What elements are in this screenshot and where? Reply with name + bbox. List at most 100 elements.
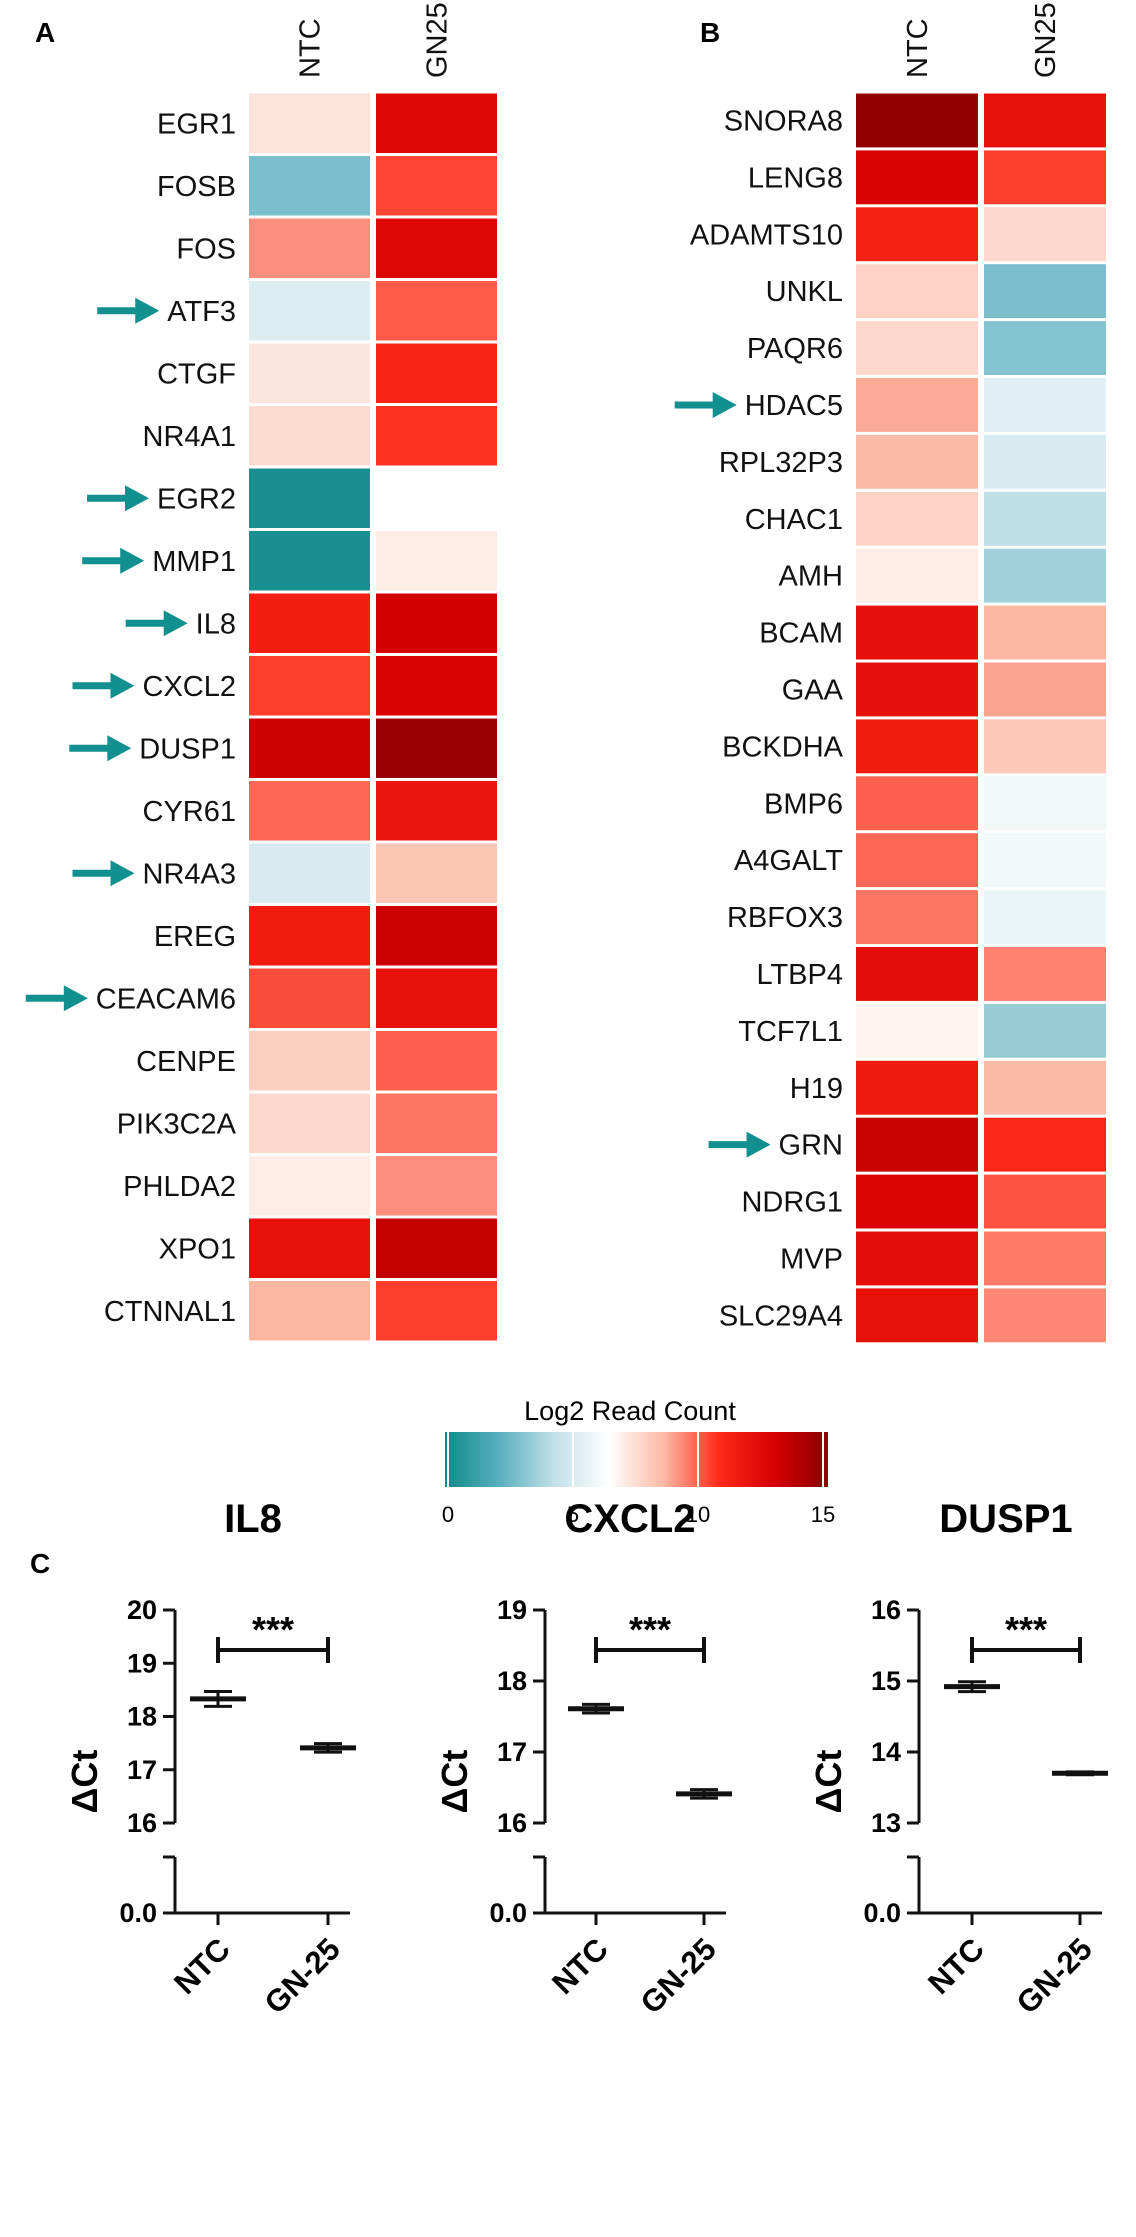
heatmap-cell bbox=[249, 1218, 370, 1278]
heatmap-cell bbox=[376, 906, 497, 966]
y-tick-label: 20 bbox=[127, 1595, 157, 1625]
heatmap-cell bbox=[984, 548, 1106, 603]
heatmap-cell bbox=[376, 843, 497, 903]
heatmap-cell bbox=[249, 906, 370, 966]
x-tick-label: GN-25 bbox=[634, 1931, 723, 2020]
arrow-right-icon bbox=[708, 1131, 771, 1158]
significance-stars: *** bbox=[1005, 1609, 1047, 1650]
heatmap-cell bbox=[856, 1117, 978, 1172]
gene-label: BCKDHA bbox=[722, 731, 844, 763]
gene-label: CYR61 bbox=[143, 796, 237, 828]
legend-title: Log2 Read Count bbox=[524, 1396, 736, 1426]
heatmap-cell bbox=[984, 321, 1106, 375]
column-header: GN25 bbox=[422, 2, 454, 78]
heatmap-cell bbox=[249, 93, 370, 153]
gene-label: ADAMTS10 bbox=[690, 219, 843, 251]
heatmap-cell bbox=[376, 281, 497, 341]
heatmap-cell bbox=[856, 1003, 978, 1058]
gene-label: RBFOX3 bbox=[727, 902, 843, 934]
heatmap-cell bbox=[249, 1156, 370, 1216]
dot-plot: CXCL2 16 17 18 19 0.0 ΔCt NTC GN-25 *** bbox=[434, 1497, 732, 2021]
heatmap-cell bbox=[856, 1288, 978, 1343]
gene-label: CHAC1 bbox=[745, 504, 843, 536]
arrow-head bbox=[110, 672, 135, 699]
gene-label: GRN bbox=[779, 1130, 843, 1162]
gene-label: SNORA8 bbox=[724, 105, 843, 137]
gene-label: EGR2 bbox=[157, 483, 236, 515]
y-axis-label: ΔCt bbox=[64, 1750, 105, 1814]
arrow-right-icon bbox=[87, 485, 150, 512]
legend-tick-label: 15 bbox=[811, 1502, 835, 1527]
y-tick-label: 18 bbox=[127, 1702, 157, 1732]
gene-label: PHLDA2 bbox=[123, 1171, 236, 1203]
heatmap-cell bbox=[249, 1031, 370, 1091]
heatmap-cell bbox=[249, 968, 370, 1028]
gene-label: NR4A1 bbox=[143, 421, 237, 453]
heatmap-cell bbox=[984, 605, 1106, 660]
heatmap-cell bbox=[856, 833, 978, 888]
arrow-head bbox=[110, 860, 135, 887]
legend-tick-label: 0 bbox=[442, 1502, 454, 1527]
heatmap-cell bbox=[984, 1117, 1106, 1172]
gene-label: CXCL2 bbox=[143, 671, 237, 703]
arrow-right-icon bbox=[82, 547, 145, 574]
gene-label: CTGF bbox=[157, 358, 236, 390]
heatmap-cell bbox=[376, 406, 497, 466]
heatmap-cell bbox=[249, 843, 370, 903]
heatmap-cell bbox=[984, 1288, 1106, 1343]
gene-label: GAA bbox=[782, 674, 844, 706]
heatmap-cell bbox=[856, 605, 978, 660]
gene-label: PIK3C2A bbox=[117, 1108, 237, 1140]
arrow-head bbox=[120, 547, 145, 574]
heatmap-cell bbox=[376, 1281, 497, 1341]
gene-label: SLC29A4 bbox=[719, 1300, 843, 1332]
heatmap-cell bbox=[376, 781, 497, 841]
heatmap-cell bbox=[249, 656, 370, 716]
x-tick-label: GN-25 bbox=[258, 1931, 347, 2020]
significance-stars: *** bbox=[629, 1609, 671, 1650]
heatmap-cell bbox=[249, 1281, 370, 1341]
gene-label: RPL32P3 bbox=[719, 447, 843, 479]
heatmap-cell bbox=[856, 150, 978, 205]
heatmap-cell bbox=[984, 264, 1106, 319]
heatmap-cell bbox=[856, 719, 978, 774]
arrow-head bbox=[63, 985, 88, 1012]
y-tick-label: 15 bbox=[871, 1666, 901, 1696]
heatmap-cell bbox=[249, 218, 370, 278]
heatmap-cell bbox=[376, 656, 497, 716]
heatmap-cell bbox=[984, 150, 1106, 205]
heatmap-cell bbox=[856, 947, 978, 1001]
y-axis-label: ΔCt bbox=[434, 1750, 475, 1814]
heatmap-cell bbox=[249, 1093, 370, 1153]
heatmap-cell bbox=[856, 1174, 978, 1229]
panel-label-b: B bbox=[700, 17, 720, 48]
heatmap-cell bbox=[249, 156, 370, 216]
heatmap-cell bbox=[856, 776, 978, 831]
gene-label: A4GALT bbox=[734, 845, 843, 877]
panel-label-a: A bbox=[35, 17, 55, 48]
column-header: NTC bbox=[902, 18, 934, 78]
legend-tick-label: 10 bbox=[686, 1502, 710, 1527]
y-tick-label: 18 bbox=[497, 1666, 527, 1696]
heatmap-cell bbox=[249, 406, 370, 466]
heatmap-cell bbox=[249, 531, 370, 591]
heatmap-cell bbox=[856, 264, 978, 319]
dot-plot: DUSP1 13 14 15 16 0.0 ΔCt NTC GN-25 *** bbox=[808, 1497, 1108, 2021]
arrow-right-icon bbox=[25, 985, 88, 1012]
dot-plot: IL8 16 17 18 19 20 0.0 ΔCt NTC GN-25 *** bbox=[64, 1497, 356, 2021]
heatmap-cell bbox=[856, 93, 978, 148]
heatmap-cell bbox=[376, 1156, 497, 1216]
arrow-head bbox=[712, 391, 737, 418]
y-tick-label: 16 bbox=[127, 1808, 157, 1838]
significance-stars: *** bbox=[252, 1609, 294, 1650]
y-tick-label: 19 bbox=[497, 1595, 527, 1625]
gene-label: LENG8 bbox=[748, 162, 843, 194]
gene-label: EGR1 bbox=[157, 108, 236, 140]
gene-label: BMP6 bbox=[764, 788, 843, 820]
x-tick-label: NTC bbox=[921, 1931, 991, 2001]
heatmap-panel-b: NTC GN25 SNORA8 LENG8 ADAMTS10 UNKL PAQR6 HDAC5… bbox=[674, 2, 1106, 1343]
heatmap-cell bbox=[984, 890, 1106, 944]
gene-label: LTBP4 bbox=[756, 959, 843, 991]
column-header: GN25 bbox=[1030, 2, 1062, 78]
heatmap-cell bbox=[376, 718, 497, 778]
